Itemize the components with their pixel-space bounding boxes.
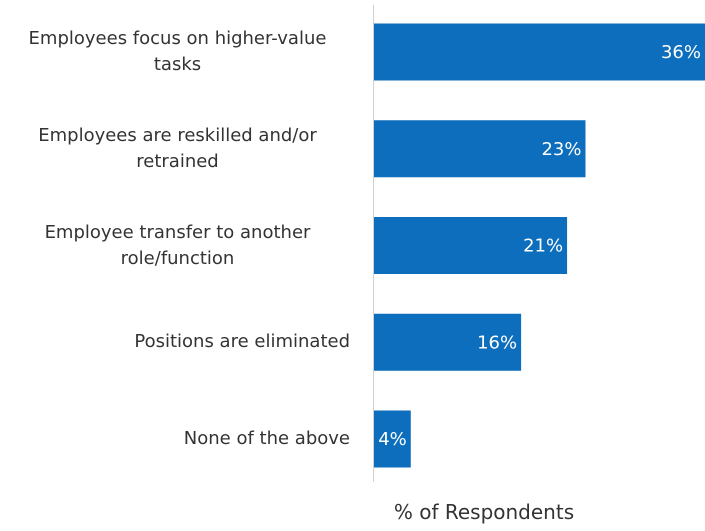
category-label: Employee transfer to another role/functi… <box>44 221 311 269</box>
bar <box>374 410 411 468</box>
category-label: None of the above <box>183 428 350 449</box>
bar <box>374 313 522 371</box>
category-label-box: None of the above <box>0 426 350 452</box>
bar <box>374 120 586 178</box>
category-label-box: Employees focus on higher-value tasks <box>0 26 350 78</box>
category-label: Positions are eliminated <box>134 331 350 353</box>
x-axis-label: % of Respondents <box>393 500 575 524</box>
category-label-box: Positions are eliminated <box>0 329 350 355</box>
bar <box>374 217 568 274</box>
data-label: 16% <box>477 332 517 353</box>
category-label-box: Employee transfer to another role/functi… <box>0 220 350 272</box>
data-label: 4% <box>378 429 407 450</box>
data-label: 23% <box>541 139 581 160</box>
category-label: Employees focus on higher-value tasks <box>28 28 327 75</box>
data-label: 36% <box>661 42 701 63</box>
bar <box>374 23 705 81</box>
data-label: 21% <box>523 236 563 257</box>
category-label-box: Employees are reskilled and/or retrained <box>0 123 350 175</box>
category-label: Employees are reskilled and/or retrained <box>38 124 317 172</box>
